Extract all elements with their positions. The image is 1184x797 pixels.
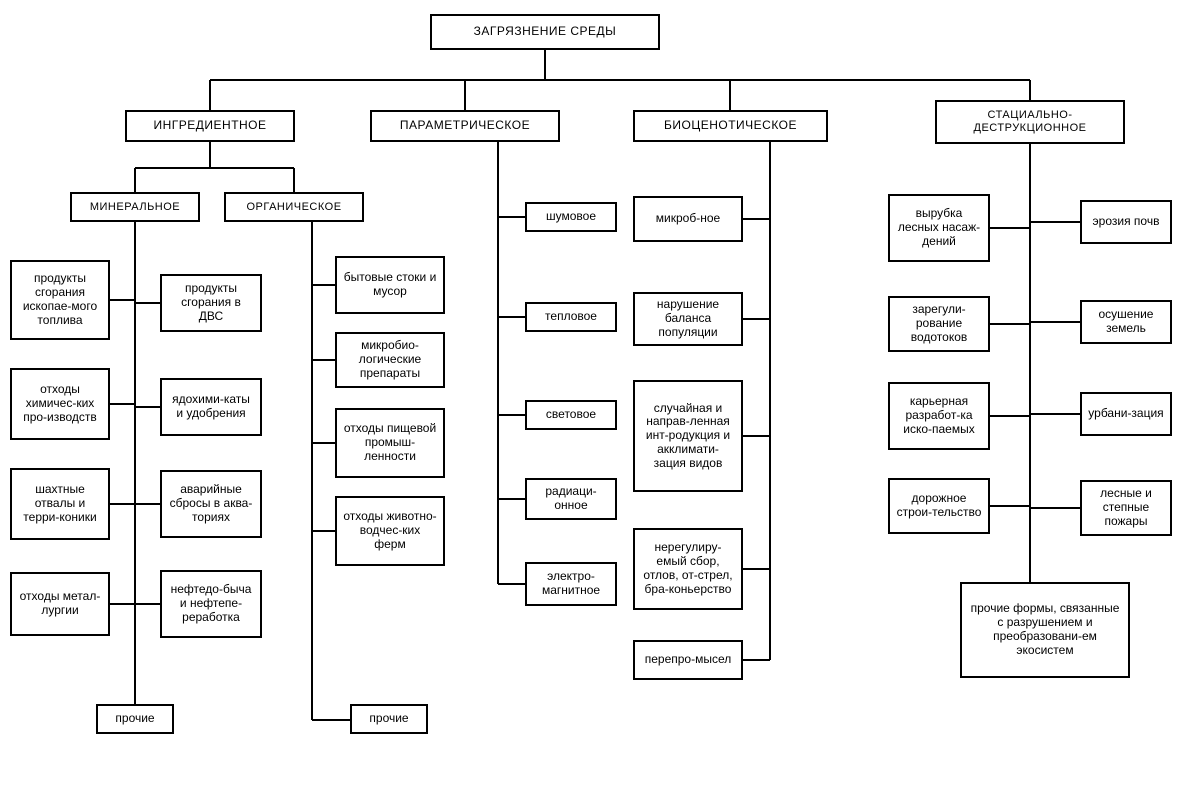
sub-organic: ОРГАНИЧЕСКОЕ: [224, 192, 364, 222]
mineral-l-0: продукты сгорания ископае-мого топлива: [10, 260, 110, 340]
organic-4: прочие: [350, 704, 428, 734]
param-1: тепловое: [525, 302, 617, 332]
param-0: шумовое: [525, 202, 617, 232]
mineral-r-1: ядохими-каты и удобрения: [160, 378, 262, 436]
stat-bottom: прочие формы, связанные с разрушением и …: [960, 582, 1130, 678]
mineral-r-2: аварийные сбросы в аква-ториях: [160, 470, 262, 538]
organic-3: отходы животно-водчес-ких ферм: [335, 496, 445, 566]
organic-0: бытовые стоки и мусор: [335, 256, 445, 314]
param-3: радиаци-онное: [525, 478, 617, 520]
cat-ingredient: ИНГРЕДИЕНТНОЕ: [125, 110, 295, 142]
stat-l-2: карьерная разработ-ка иско-паемых: [888, 382, 990, 450]
mineral-l-3: отходы метал-лургии: [10, 572, 110, 636]
param-4: электро-магнитное: [525, 562, 617, 606]
bio-1: нарушение баланса популяции: [633, 292, 743, 346]
mineral-r-0: продукты сгорания в ДВС: [160, 274, 262, 332]
cat-stational: СТАЦИАЛЬНО-ДЕСТРУКЦИОННОЕ: [935, 100, 1125, 144]
stat-r-0: эрозия почв: [1080, 200, 1172, 244]
cat-parametric: ПАРАМЕТРИЧЕСКОЕ: [370, 110, 560, 142]
bio-0: микроб-ное: [633, 196, 743, 242]
organic-2: отходы пищевой промыш-ленности: [335, 408, 445, 478]
stat-r-1: осушение земель: [1080, 300, 1172, 344]
bio-4: перепро-мысел: [633, 640, 743, 680]
cat-biocenotic: БИОЦЕНОТИЧЕСКОЕ: [633, 110, 828, 142]
bio-3: нерегулиру-емый сбор, отлов, от-стрел, б…: [633, 528, 743, 610]
root-box: ЗАГРЯЗНЕНИЕ СРЕДЫ: [430, 14, 660, 50]
bio-2: случайная и направ-ленная инт-родукция и…: [633, 380, 743, 492]
mineral-l-4: прочие: [96, 704, 174, 734]
sub-mineral: МИНЕРАЛЬНОЕ: [70, 192, 200, 222]
param-2: световое: [525, 400, 617, 430]
organic-1: микробио-логические препараты: [335, 332, 445, 388]
stat-l-3: дорожное строи-тельство: [888, 478, 990, 534]
mineral-r-3: нефтедо-быча и нефтепе-реработка: [160, 570, 262, 638]
stat-r-3: лесные и степные пожары: [1080, 480, 1172, 536]
mineral-l-1: отходы химичес-ких про-изводств: [10, 368, 110, 440]
mineral-l-2: шахтные отвалы и терри-коники: [10, 468, 110, 540]
stat-l-0: вырубка лесных насаж-дений: [888, 194, 990, 262]
stat-r-2: урбани-зация: [1080, 392, 1172, 436]
stat-l-1: зарегули-рование водотоков: [888, 296, 990, 352]
